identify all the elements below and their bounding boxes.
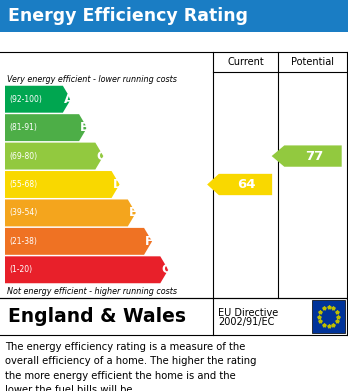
Text: Not energy efficient - higher running costs: Not energy efficient - higher running co… bbox=[7, 287, 177, 296]
Text: C: C bbox=[96, 150, 105, 163]
Text: (21-38): (21-38) bbox=[9, 237, 37, 246]
Text: (81-91): (81-91) bbox=[9, 123, 37, 132]
Text: 64: 64 bbox=[238, 178, 256, 191]
Text: B: B bbox=[80, 121, 89, 134]
Text: (39-54): (39-54) bbox=[9, 208, 37, 217]
Text: (55-68): (55-68) bbox=[9, 180, 37, 189]
Text: Energy Efficiency Rating: Energy Efficiency Rating bbox=[8, 7, 248, 25]
Text: Very energy efficient - lower running costs: Very energy efficient - lower running co… bbox=[7, 75, 177, 84]
Text: The energy efficiency rating is a measure of the
overall efficiency of a home. T: The energy efficiency rating is a measur… bbox=[5, 342, 256, 391]
Text: Potential: Potential bbox=[292, 57, 334, 67]
Polygon shape bbox=[207, 174, 272, 195]
Polygon shape bbox=[5, 143, 103, 170]
Polygon shape bbox=[5, 256, 168, 283]
Text: (69-80): (69-80) bbox=[9, 152, 37, 161]
Text: 2002/91/EC: 2002/91/EC bbox=[218, 317, 274, 328]
Text: D: D bbox=[112, 178, 123, 191]
Bar bbox=[0, 0, 348, 32]
Text: Current: Current bbox=[227, 57, 264, 67]
Polygon shape bbox=[5, 228, 152, 255]
Text: 77: 77 bbox=[305, 150, 324, 163]
Polygon shape bbox=[5, 114, 87, 141]
Text: E: E bbox=[129, 206, 137, 219]
Text: F: F bbox=[145, 235, 153, 248]
Text: (92-100): (92-100) bbox=[9, 95, 42, 104]
Polygon shape bbox=[5, 86, 71, 113]
Text: G: G bbox=[161, 263, 172, 276]
Text: (1-20): (1-20) bbox=[9, 265, 32, 274]
Text: A: A bbox=[64, 93, 73, 106]
Text: England & Wales: England & Wales bbox=[8, 307, 186, 326]
Polygon shape bbox=[5, 199, 136, 226]
Text: EU Directive: EU Directive bbox=[218, 307, 278, 317]
Polygon shape bbox=[272, 145, 342, 167]
Bar bbox=[312, 300, 345, 333]
Polygon shape bbox=[5, 171, 120, 198]
